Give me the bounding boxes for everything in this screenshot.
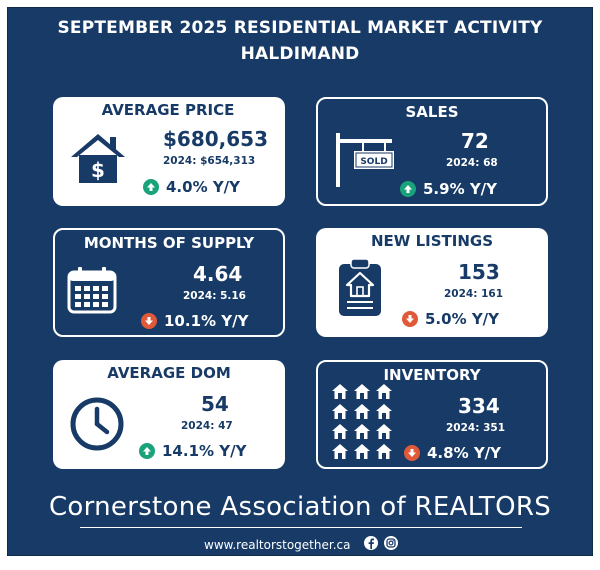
report-title: SEPTEMBER 2025 RESIDENTIAL MARKET ACTIVI…: [57, 18, 543, 38]
months-of-supply-change: 10.1% Y/Y: [141, 312, 248, 330]
clock-icon: [70, 397, 124, 451]
arrow-up-icon: [139, 443, 155, 459]
sales-previous: 2024: 68: [446, 157, 498, 169]
house-dollar-icon: $: [71, 134, 125, 183]
clipboard-house-icon: [339, 258, 381, 316]
card-title: NEW LISTINGS: [371, 232, 493, 250]
inventory-change: 4.8% Y/Y: [404, 444, 501, 462]
change-text: 4.8% Y/Y: [427, 444, 502, 462]
new-listings-change: 5.0% Y/Y: [402, 310, 499, 328]
arrow-up-icon: [400, 181, 416, 197]
infographic-panel: SEPTEMBER 2025 RESIDENTIAL MARKET ACTIVI…: [7, 7, 593, 556]
months-of-supply-value: 4.64: [193, 262, 243, 286]
card-title: AVERAGE PRICE: [101, 101, 235, 119]
card-title: SALES: [405, 103, 459, 121]
instagram-icon[interactable]: [384, 536, 398, 550]
average-dom-change: 14.1% Y/Y: [139, 442, 246, 460]
change-text: 5.0% Y/Y: [425, 310, 500, 328]
average-dom-value: 54: [201, 392, 229, 416]
arrow-up-icon: [143, 179, 159, 195]
months-of-supply-previous: 2024: 5.16: [183, 290, 246, 302]
arrow-down-icon: [404, 445, 420, 461]
new-listings-previous: 2024: 161: [444, 288, 503, 300]
sales-card: SALES SOLD 72 2024: 68 5.9% Y/Y: [316, 97, 548, 206]
arrow-down-icon: [402, 311, 418, 327]
new-listings-value: 153: [458, 260, 500, 284]
card-title: AVERAGE DOM: [107, 364, 231, 382]
calendar-icon: [67, 267, 117, 314]
website-link[interactable]: www.realtorstogether.ca: [204, 538, 351, 552]
inventory-card: INVENTORY 334 2024: 351 4.8% Y/Y: [316, 360, 548, 469]
svg-text:SOLD: SOLD: [360, 157, 387, 167]
organization-name: Cornerstone Association of REALTORS: [48, 492, 552, 522]
card-title: MONTHS OF SUPPLY: [83, 234, 255, 252]
inventory-value: 334: [458, 394, 500, 418]
average-price-previous: 2024: $654,313: [163, 155, 256, 167]
svg-text:$: $: [91, 158, 105, 182]
facebook-icon[interactable]: [364, 536, 378, 550]
change-text: 4.0% Y/Y: [166, 178, 241, 196]
sales-change: 5.9% Y/Y: [400, 180, 497, 198]
sold-sign-icon: SOLD: [336, 133, 394, 187]
inventory-previous: 2024: 351: [446, 422, 505, 434]
change-text: 10.1% Y/Y: [164, 312, 249, 330]
average-price-change: 4.0% Y/Y: [143, 178, 240, 196]
sales-value: 72: [461, 129, 489, 153]
average-price-card: AVERAGE PRICE $ $680,653 2024: $654,313 …: [53, 97, 285, 206]
change-text: 14.1% Y/Y: [162, 442, 247, 460]
change-text: 5.9% Y/Y: [423, 180, 498, 198]
footer-divider: [80, 527, 522, 528]
average-dom-card: AVERAGE DOM 54 2024: 47 14.1% Y/Y: [53, 360, 285, 469]
card-title: INVENTORY: [383, 366, 481, 384]
average-price-value: $680,653: [163, 127, 269, 151]
houses-grid-icon: [332, 384, 392, 459]
arrow-down-icon: [141, 313, 157, 329]
average-dom-previous: 2024: 47: [181, 420, 233, 432]
new-listings-card: NEW LISTINGS 153 2024: 161 5.0% Y/Y: [316, 228, 548, 337]
months-of-supply-card: MONTHS OF SUPPLY 4.64 2024: 5.16 10.1% Y…: [53, 228, 285, 337]
region-title: HALDIMAND: [240, 44, 360, 64]
